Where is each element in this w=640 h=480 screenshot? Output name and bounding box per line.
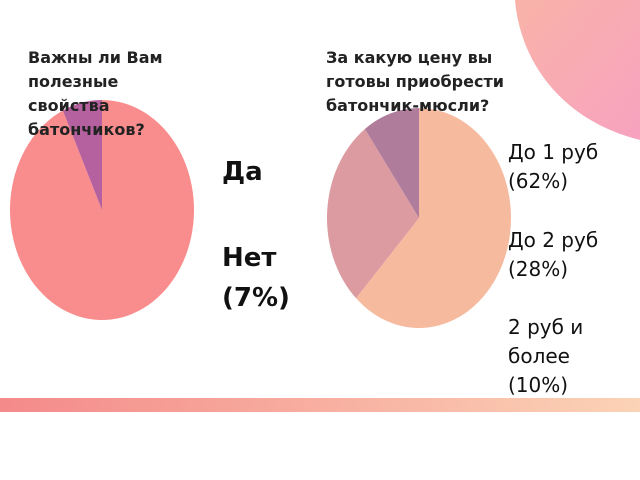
value-label: (62%) — [508, 169, 569, 193]
legend-entry: Да — [222, 152, 322, 192]
legend-entry: Нет (7%) — [222, 238, 322, 318]
pie-slice — [356, 108, 511, 328]
legend-entry: До 2 руб (28%) — [508, 226, 626, 284]
chart-title: За какую цену вы готовы приобрести батон… — [326, 48, 504, 115]
legend-label: Да — [222, 157, 263, 187]
value-label: (7%) — [222, 283, 290, 313]
legend-entry: 2 руб и более (10%) — [508, 313, 626, 400]
legend-label: Нет — [222, 243, 277, 273]
pie-slice — [364, 108, 419, 218]
pie-slice — [62, 100, 102, 210]
legend-label: До 1 руб — [508, 140, 599, 164]
chart-title: Важны ли Вам полезные свойства батончико… — [28, 48, 163, 139]
decor-blob — [515, 0, 640, 140]
decor-band — [0, 398, 640, 412]
pie-slice — [327, 129, 419, 299]
value-label: (10%) — [508, 373, 569, 397]
legend-entry: До 1 руб (62%) — [508, 138, 626, 196]
legend-label: 2 руб и более — [508, 315, 584, 368]
pie-slice — [10, 100, 195, 320]
legend-label: До 2 руб — [508, 228, 599, 252]
value-label: (28%) — [508, 257, 569, 281]
